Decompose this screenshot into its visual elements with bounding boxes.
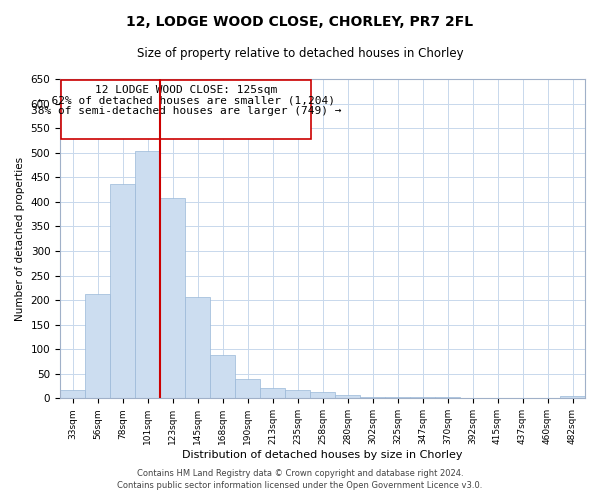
Bar [185, 296, 210, 398]
Bar [260, 388, 285, 398]
Text: 12 LODGE WOOD CLOSE: 125sqm: 12 LODGE WOOD CLOSE: 125sqm [95, 85, 277, 95]
Text: Size of property relative to detached houses in Chorley: Size of property relative to detached ho… [137, 48, 463, 60]
Bar [61, 80, 311, 140]
Bar [385, 397, 410, 398]
Bar [110, 184, 135, 398]
Bar [135, 151, 160, 398]
Bar [310, 392, 335, 398]
X-axis label: Distribution of detached houses by size in Chorley: Distribution of detached houses by size … [182, 450, 463, 460]
Bar [85, 294, 110, 399]
Bar [60, 390, 85, 398]
Bar [160, 198, 185, 398]
Bar [560, 396, 585, 398]
Bar [285, 390, 310, 398]
Bar [360, 397, 385, 398]
Y-axis label: Number of detached properties: Number of detached properties [15, 156, 25, 320]
Bar [335, 396, 360, 398]
Text: 38% of semi-detached houses are larger (749) →: 38% of semi-detached houses are larger (… [31, 106, 341, 116]
Bar [210, 355, 235, 399]
Text: ← 62% of detached houses are smaller (1,204): ← 62% of detached houses are smaller (1,… [38, 96, 335, 106]
Bar [235, 378, 260, 398]
Text: Contains HM Land Registry data © Crown copyright and database right 2024.
Contai: Contains HM Land Registry data © Crown c… [118, 468, 482, 490]
Text: 12, LODGE WOOD CLOSE, CHORLEY, PR7 2FL: 12, LODGE WOOD CLOSE, CHORLEY, PR7 2FL [127, 15, 473, 29]
